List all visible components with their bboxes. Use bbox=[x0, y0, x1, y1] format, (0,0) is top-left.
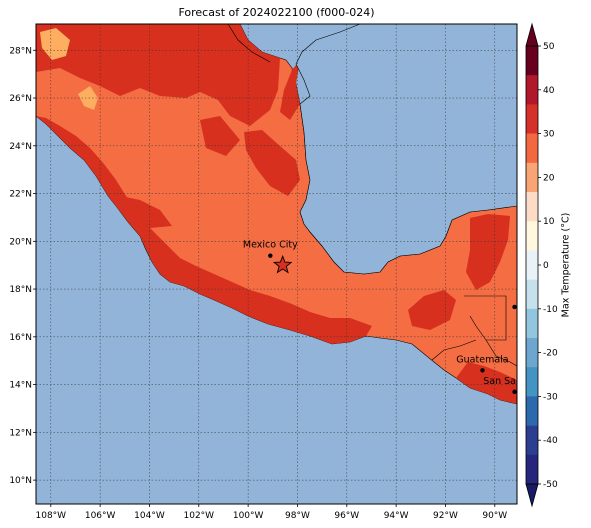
lat-tick-label: 12°N bbox=[9, 428, 32, 438]
longitude-ticks: 108°W 106°W 104°W 102°W 100°W 98°W 96°W 94°W 92°… bbox=[36, 504, 507, 521]
colorbar-label: Max Temperature (°C) bbox=[560, 212, 572, 318]
lon-tick-label: 98°W bbox=[285, 511, 310, 521]
hot-regions bbox=[36, 24, 517, 404]
mild-regions bbox=[40, 28, 98, 110]
city-label: San Salvador bbox=[483, 376, 546, 387]
lat-tick-label: 14°N bbox=[9, 381, 32, 391]
lat-tick-label: 18°N bbox=[9, 285, 32, 295]
borders bbox=[227, 24, 517, 367]
colorbar-segment bbox=[526, 396, 538, 426]
lon-tick-label: 102°W bbox=[184, 511, 215, 521]
colorbar-segment bbox=[526, 46, 538, 76]
map-title: Forecast of 2024022100 (f000-024) bbox=[178, 6, 375, 19]
colorbar-segment bbox=[526, 133, 538, 164]
lon-tick-label: 90°W bbox=[482, 511, 507, 521]
lon-tick-label: 100°W bbox=[233, 511, 264, 521]
latitude-ticks: 10°N 12°N 14°N 16°N 18°N 20°N 22°N 24°N 26°N 28°N bbox=[9, 46, 36, 486]
colorbar-tick-label: -20 bbox=[543, 349, 558, 359]
location-dot bbox=[512, 304, 517, 310]
lon-tick-label: 94°W bbox=[384, 511, 409, 521]
star-marker bbox=[272, 254, 293, 274]
lat-tick-label: 22°N bbox=[9, 190, 32, 200]
city-label: Mexico City bbox=[243, 240, 298, 251]
lat-tick-label: 24°N bbox=[9, 142, 32, 152]
colorbar-segment bbox=[526, 308, 538, 339]
colorbar-tick-label: -30 bbox=[543, 392, 558, 402]
colorbar-extend-top bbox=[525, 22, 539, 47]
colorbar-segment bbox=[526, 221, 538, 251]
colorbar-segment bbox=[526, 454, 538, 485]
colorbar-tick-label: -10 bbox=[543, 305, 558, 315]
lat-tick-label: 10°N bbox=[9, 476, 32, 486]
colorbar-tick-label: 20 bbox=[543, 173, 555, 183]
colorbar-segment bbox=[526, 367, 538, 397]
colorbar-segment bbox=[526, 75, 538, 105]
gridlines bbox=[36, 24, 517, 504]
map-frame bbox=[35, 23, 518, 505]
colorbar-tick-label: 30 bbox=[543, 130, 555, 140]
colorbar-tick-label: 10 bbox=[543, 217, 555, 227]
colorbar-tick-label: -40 bbox=[543, 436, 558, 446]
colorbar-segment bbox=[526, 425, 538, 456]
lat-tick-label: 16°N bbox=[9, 333, 32, 343]
colorbar-segment bbox=[526, 104, 538, 134]
map-overlay: Mexico City Guatemala San Salvador bbox=[243, 240, 546, 394]
lon-tick-label: 104°W bbox=[134, 511, 165, 521]
lon-tick-label: 96°W bbox=[334, 511, 359, 521]
colorbar-segment bbox=[526, 279, 538, 310]
lon-tick-label: 92°W bbox=[433, 511, 458, 521]
colorbar-segment bbox=[526, 162, 538, 193]
colorbar-tick-label: 40 bbox=[543, 86, 555, 96]
lon-tick-label: 106°W bbox=[85, 511, 116, 521]
city-dot bbox=[480, 368, 485, 373]
city-dot bbox=[268, 253, 273, 258]
lat-tick-label: 20°N bbox=[9, 237, 32, 247]
colorbar-tick-label: 50 bbox=[543, 42, 555, 52]
colorbar-segment bbox=[526, 338, 538, 368]
colorbar: 50 40 30 20 10 0 -10 -20 -30 -40 -50 bbox=[525, 22, 558, 508]
colorbar-extend-bottom bbox=[525, 483, 539, 508]
colorbar-tick-label: -50 bbox=[543, 480, 558, 490]
lat-tick-label: 26°N bbox=[9, 94, 32, 104]
colorbar-segment bbox=[526, 192, 538, 222]
city-label: Guatemala bbox=[456, 354, 508, 365]
colorbar-segment bbox=[526, 250, 538, 280]
lon-tick-label: 108°W bbox=[36, 511, 67, 521]
city-dot bbox=[512, 389, 517, 394]
colorbar-tick-label: 0 bbox=[543, 261, 549, 271]
lat-tick-label: 28°N bbox=[9, 46, 32, 56]
